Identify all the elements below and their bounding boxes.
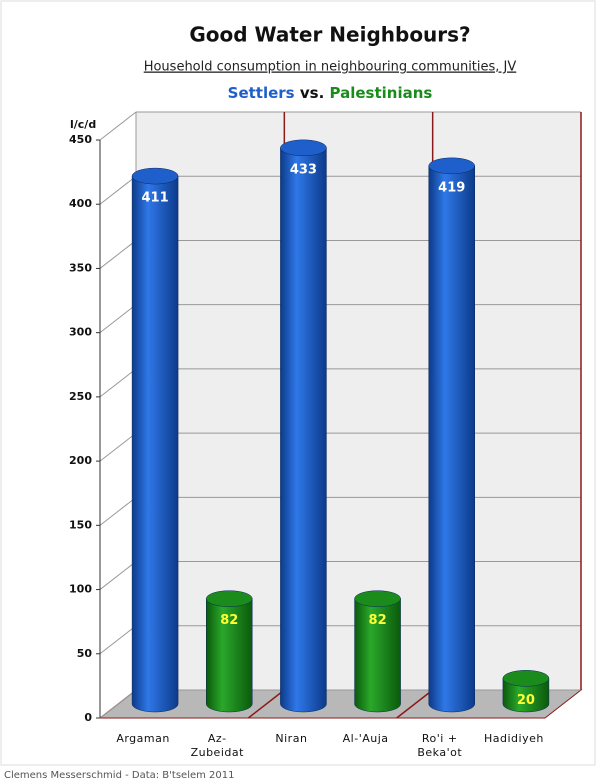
y-tick-label: 0 bbox=[84, 711, 92, 724]
x-tick-label: Ro'i + Beka'ot bbox=[417, 732, 463, 759]
bar-top bbox=[354, 590, 401, 607]
value-label: 411 bbox=[142, 191, 169, 206]
legend-joiner: vs. bbox=[300, 84, 324, 102]
grid-line bbox=[99, 432, 137, 462]
y-tick-label: 150 bbox=[69, 518, 92, 531]
grid-line bbox=[99, 689, 137, 719]
chart-title: Good Water Neighbours? bbox=[189, 23, 470, 47]
y-tick-label: 350 bbox=[69, 261, 92, 274]
legend-entry: Palestinians bbox=[330, 84, 433, 102]
divider bbox=[396, 689, 434, 719]
grid-line bbox=[99, 561, 137, 590]
bar-top bbox=[428, 157, 475, 175]
bar-top bbox=[206, 590, 253, 607]
x-tick-label: Al-'Auja bbox=[342, 732, 389, 745]
bar-top bbox=[502, 670, 550, 687]
grid-line bbox=[99, 111, 137, 141]
y-tick-label: 400 bbox=[69, 197, 92, 210]
frame bbox=[0, 0, 596, 766]
x-tick-label: Argaman bbox=[116, 732, 170, 745]
grid-line bbox=[99, 368, 137, 398]
grid-line bbox=[99, 175, 137, 205]
value-label: 82 bbox=[369, 613, 387, 628]
value-label: 433 bbox=[290, 162, 317, 177]
legend: Settlers vs. Palestinians bbox=[228, 84, 433, 102]
divider bbox=[247, 689, 285, 719]
x-tick-label: Hadidiyeh bbox=[483, 732, 544, 745]
grid-line bbox=[99, 240, 137, 269]
y-tick-label: 100 bbox=[69, 583, 92, 596]
y-tick-label: 250 bbox=[69, 390, 92, 403]
value-label: 82 bbox=[220, 613, 238, 628]
grid-line bbox=[99, 304, 137, 334]
grid-line bbox=[99, 625, 137, 655]
y-tick-label: 50 bbox=[77, 647, 93, 660]
grid-line bbox=[99, 496, 137, 526]
bar bbox=[280, 147, 327, 713]
x-tick-label: Az-Zubeidat bbox=[190, 732, 244, 759]
bar-top bbox=[280, 139, 327, 157]
y-tick-label: 450 bbox=[69, 133, 92, 146]
x-tick-label: Niran bbox=[275, 732, 308, 745]
bar bbox=[428, 165, 475, 713]
y-tick-label: 300 bbox=[69, 326, 92, 339]
back-wall bbox=[136, 112, 581, 690]
value-label: 20 bbox=[517, 693, 535, 708]
bar bbox=[502, 678, 550, 713]
bar bbox=[354, 598, 401, 713]
bar bbox=[206, 598, 253, 713]
bar-top bbox=[131, 167, 179, 185]
chart-subtitle: Household consumption in neighbouring co… bbox=[144, 60, 517, 75]
source: Clemens Messerschmid - Data: B'tselem 20… bbox=[4, 770, 235, 781]
value-label: 419 bbox=[438, 180, 465, 195]
y-axis-label: l/c/d bbox=[70, 118, 96, 131]
legend-entry: Settlers bbox=[228, 84, 295, 102]
y-tick-label: 200 bbox=[69, 454, 92, 467]
bar bbox=[131, 175, 179, 713]
